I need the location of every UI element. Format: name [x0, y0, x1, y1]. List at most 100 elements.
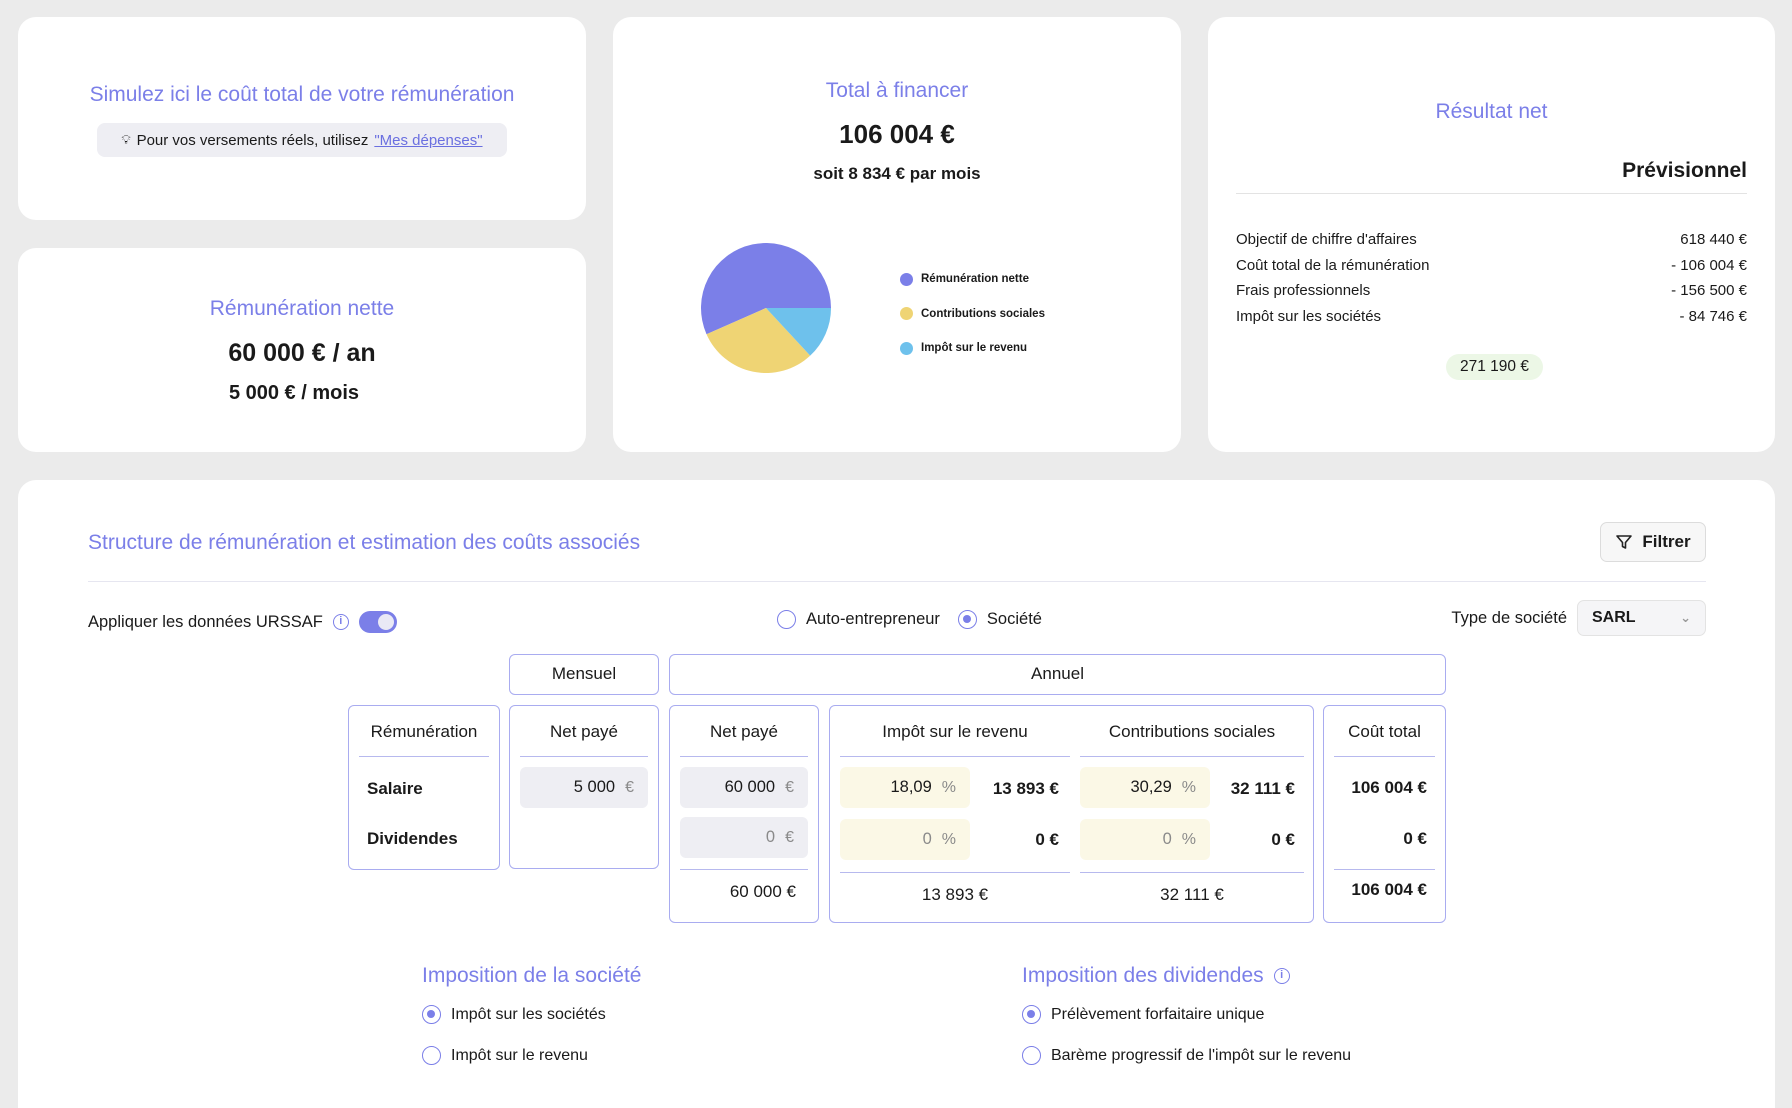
radio-label: Auto-entrepreneur — [806, 610, 940, 628]
income-tax-salary-amount: 13 893 € — [992, 779, 1059, 798]
column-header: Coût total — [1334, 722, 1435, 757]
total-title: Total à financer — [825, 79, 969, 102]
option-label: Impôt sur le revenu — [451, 1046, 588, 1064]
currency-suffix: € — [625, 778, 634, 796]
legend-item: Contributions sociales — [900, 297, 1045, 332]
pie-slice — [706, 308, 811, 373]
dividend-tax-option-pfu[interactable]: Prélèvement forfaitaire unique — [1022, 1005, 1264, 1024]
option-label: Prélèvement forfaitaire unique — [1051, 1005, 1265, 1023]
company-type-select[interactable]: SARL ⌄ — [1577, 600, 1706, 636]
radio-button[interactable] — [1022, 1005, 1041, 1024]
total-cost-column: Coût total 106 004 € 0 € 106 004 € — [1323, 705, 1446, 923]
pie-legend: Rémunération nette Contributions sociales… — [900, 262, 1045, 366]
filter-button[interactable]: Filtrer — [1600, 522, 1706, 562]
divider — [1080, 872, 1304, 873]
grand-total: 106 004 € — [1351, 880, 1427, 899]
funnel-icon — [1616, 535, 1633, 549]
forecast-column-header: Prévisionnel — [1622, 159, 1747, 182]
pie-slice — [766, 308, 831, 356]
radio-button[interactable] — [422, 1005, 441, 1024]
group-annual-label: Annuel — [1031, 664, 1084, 683]
simulator-card: Simulez ici le coût total de votre rémun… — [18, 17, 586, 220]
total-amount: 106 004 € — [839, 119, 955, 149]
urssaf-label: Appliquer les données URSSAF — [88, 612, 323, 631]
group-annual: Annuel — [669, 654, 1446, 695]
legend-swatch — [900, 341, 913, 355]
select-value: SARL — [1592, 609, 1636, 626]
input-value: 60 000 — [724, 778, 776, 796]
company-type-label: Type de société — [1451, 608, 1567, 627]
salary-monthly-input[interactable]: 5 000 € — [520, 767, 648, 808]
net-result-title: Résultat net — [1435, 100, 1548, 123]
column-header: Impôt sur le revenu — [840, 722, 1070, 757]
social-rate-dividends-input[interactable]: 0% — [1080, 819, 1210, 860]
chevron-down-icon: ⌄ — [1680, 610, 1691, 625]
info-icon[interactable]: i — [1273, 968, 1290, 984]
result-row: Impôt sur les sociétés - 84 746 € — [1236, 308, 1747, 334]
divider — [1236, 193, 1747, 194]
options-row: Appliquer les données URSSAF i Auto-entr… — [88, 600, 1706, 640]
income-tax-rate-salary-input[interactable]: 18,09% — [840, 767, 970, 808]
currency-suffix: € — [785, 778, 794, 796]
cost-pie-chart — [701, 243, 831, 373]
status-radio-group: Auto-entrepreneur Société — [777, 610, 1042, 629]
legend-item: Impôt sur le revenu — [900, 331, 1045, 366]
structure-title: Structure de rémunération et estimation … — [88, 531, 641, 554]
option-label: Barème progressif de l'impôt sur le reve… — [1051, 1046, 1352, 1064]
column-header: Net payé — [680, 722, 808, 757]
radio-auto-entrepreneur[interactable] — [777, 610, 796, 629]
input-value: 0 — [922, 830, 932, 848]
divider — [1334, 869, 1435, 870]
result-row-label: Objectif de chiffre d'affaires — [1236, 231, 1417, 248]
salary-annual-input[interactable]: 60 000 € — [680, 767, 808, 808]
result-row-value: - 84 746 € — [1679, 307, 1747, 325]
social-salary-amount: 32 111 € — [1230, 779, 1295, 798]
legend-label: Impôt sur le revenu — [921, 342, 1028, 355]
radio-label: Société — [986, 610, 1042, 628]
divider — [840, 872, 1070, 873]
input-value: 0 — [765, 828, 776, 846]
social-dividends-amount: 0 € — [1271, 830, 1295, 849]
net-annual-total: 60 000 € — [729, 882, 796, 901]
company-tax-option-is[interactable]: Impôt sur les sociétés — [422, 1005, 606, 1024]
dividend-tax-title: Imposition des dividendes i — [1022, 964, 1290, 988]
urssaf-toggle[interactable] — [358, 611, 397, 633]
divider — [88, 581, 1706, 582]
radio-button[interactable] — [1022, 1046, 1041, 1065]
income-tax-rate-dividends-input[interactable]: 0% — [840, 819, 970, 860]
radio-button[interactable] — [422, 1046, 441, 1065]
total-per-month: soit 8 834 € par mois — [813, 164, 981, 183]
result-row-label: Frais professionnels — [1236, 282, 1371, 299]
taxes-column-group: Impôt sur le revenu Contributions social… — [829, 705, 1314, 923]
hint-text: Pour vos versements réels, utilisez — [136, 131, 369, 149]
legend-swatch — [900, 307, 913, 321]
net-result-total-badge: 271 190 € — [1446, 354, 1543, 380]
info-icon[interactable]: i — [332, 614, 349, 630]
company-tax-option-ir[interactable]: Impôt sur le revenu — [422, 1046, 588, 1065]
company-type: Type de société SARL ⌄ — [1451, 600, 1706, 636]
percent-suffix: % — [1181, 830, 1196, 848]
legend-label: Rémunération nette — [921, 273, 1029, 286]
filter-label: Filtrer — [1642, 532, 1691, 551]
dividend-tax-option-bareme[interactable]: Barème progressif de l'impôt sur le reve… — [1022, 1046, 1351, 1065]
percent-suffix: % — [941, 830, 956, 848]
option-label: Impôt sur les sociétés — [451, 1005, 606, 1023]
net-monthly-column: Net payé 5 000 € — [509, 705, 659, 869]
result-rows: Objectif de chiffre d'affaires 618 440 € … — [1236, 231, 1747, 333]
social-total: 32 111 € — [1160, 885, 1224, 904]
total-card: Total à financer 106 004 € soit 8 834 € … — [613, 17, 1181, 452]
percent-suffix: % — [941, 778, 956, 796]
column-header: Contributions sociales — [1080, 722, 1304, 757]
input-value: 18,09 — [890, 778, 932, 796]
result-row: Frais professionnels - 156 500 € — [1236, 282, 1747, 308]
group-monthly: Mensuel — [509, 654, 659, 695]
mes-depenses-link[interactable]: "Mes dépenses" — [374, 131, 483, 149]
percent-suffix: % — [1181, 778, 1196, 796]
radio-societe[interactable] — [957, 610, 977, 629]
social-rate-salary-input[interactable]: 30,29% — [1080, 767, 1210, 808]
dividends-annual-input[interactable]: 0 € — [680, 817, 808, 858]
result-row-label: Coût total de la rémunération — [1236, 256, 1430, 274]
legend-item: Rémunération nette — [900, 262, 1045, 297]
remuneration-column: Rémunération Salaire Dividendes — [348, 705, 500, 870]
row-label-salaire: Salaire — [367, 779, 423, 798]
